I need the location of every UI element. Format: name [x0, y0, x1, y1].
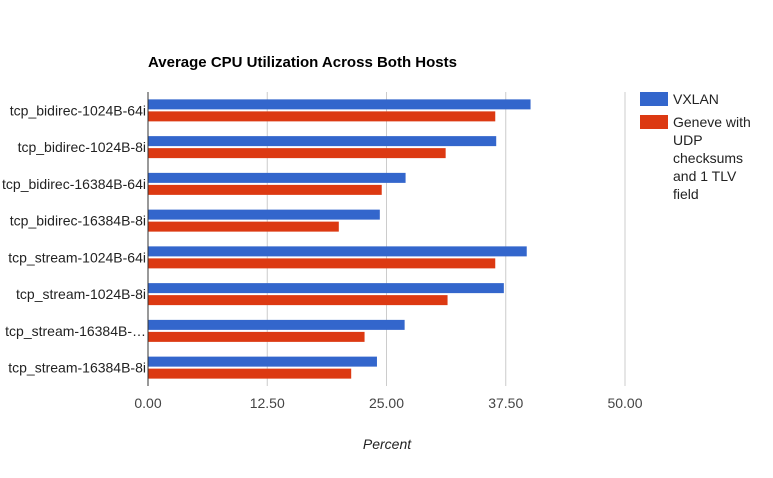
- bar-vxlan: [148, 283, 504, 294]
- legend-swatch: [640, 115, 668, 129]
- gridlines: [266, 92, 626, 386]
- category-label: tcp_stream-16384B-8i: [8, 360, 146, 376]
- bar-geneve: [148, 368, 352, 379]
- category-label: tcp_bidirec-16384B-64i: [2, 176, 146, 192]
- category-label: tcp_stream-1024B-64i: [8, 249, 146, 265]
- category-label: tcp_stream-16384B-…: [5, 323, 146, 339]
- category-labels: tcp_bidirec-1024B-64i tcp_bidirec-1024B-8…: [2, 102, 146, 375]
- bar-vxlan: [148, 209, 380, 220]
- legend-swatch: [640, 92, 668, 106]
- category-label: tcp_bidirec-1024B-8i: [18, 139, 146, 155]
- legend-label: VXLAN: [673, 91, 719, 107]
- category-label: tcp_bidirec-1024B-64i: [10, 102, 146, 118]
- bar-geneve: [148, 258, 496, 269]
- bar-geneve: [148, 295, 448, 306]
- category-label: tcp_bidirec-16384B-8i: [10, 213, 146, 229]
- bar-geneve: [148, 148, 446, 159]
- bar-vxlan: [148, 136, 497, 147]
- bar-geneve: [148, 184, 382, 195]
- bar-vxlan: [148, 246, 527, 257]
- bar-vxlan: [148, 319, 405, 330]
- bar-geneve: [148, 331, 365, 342]
- category-label: tcp_stream-1024B-8i: [16, 286, 146, 302]
- legend: VXLAN Geneve with UDP checksums and 1 TLV fie…: [640, 91, 751, 202]
- bar-geneve: [148, 221, 339, 232]
- legend-label: Geneve with UDP checksums and 1 TLV field: [673, 114, 751, 202]
- x-tick-labels: 0.00 12.50 25.00 37.50 50.00: [134, 395, 642, 411]
- x-tick-label: 50.00: [607, 395, 642, 411]
- x-tick-label: 12.50: [250, 395, 285, 411]
- chart-title: Average CPU Utilization Across Both Host…: [148, 54, 457, 71]
- bar-vxlan: [148, 356, 377, 367]
- bars: [148, 99, 531, 379]
- x-tick-label: 25.00: [369, 395, 404, 411]
- bar-vxlan: [148, 99, 531, 110]
- x-tick-label: 37.50: [488, 395, 523, 411]
- x-axis-label: Percent: [363, 436, 412, 452]
- bar-geneve: [148, 111, 496, 122]
- x-tick-label: 0.00: [134, 395, 161, 411]
- bar-vxlan: [148, 172, 406, 183]
